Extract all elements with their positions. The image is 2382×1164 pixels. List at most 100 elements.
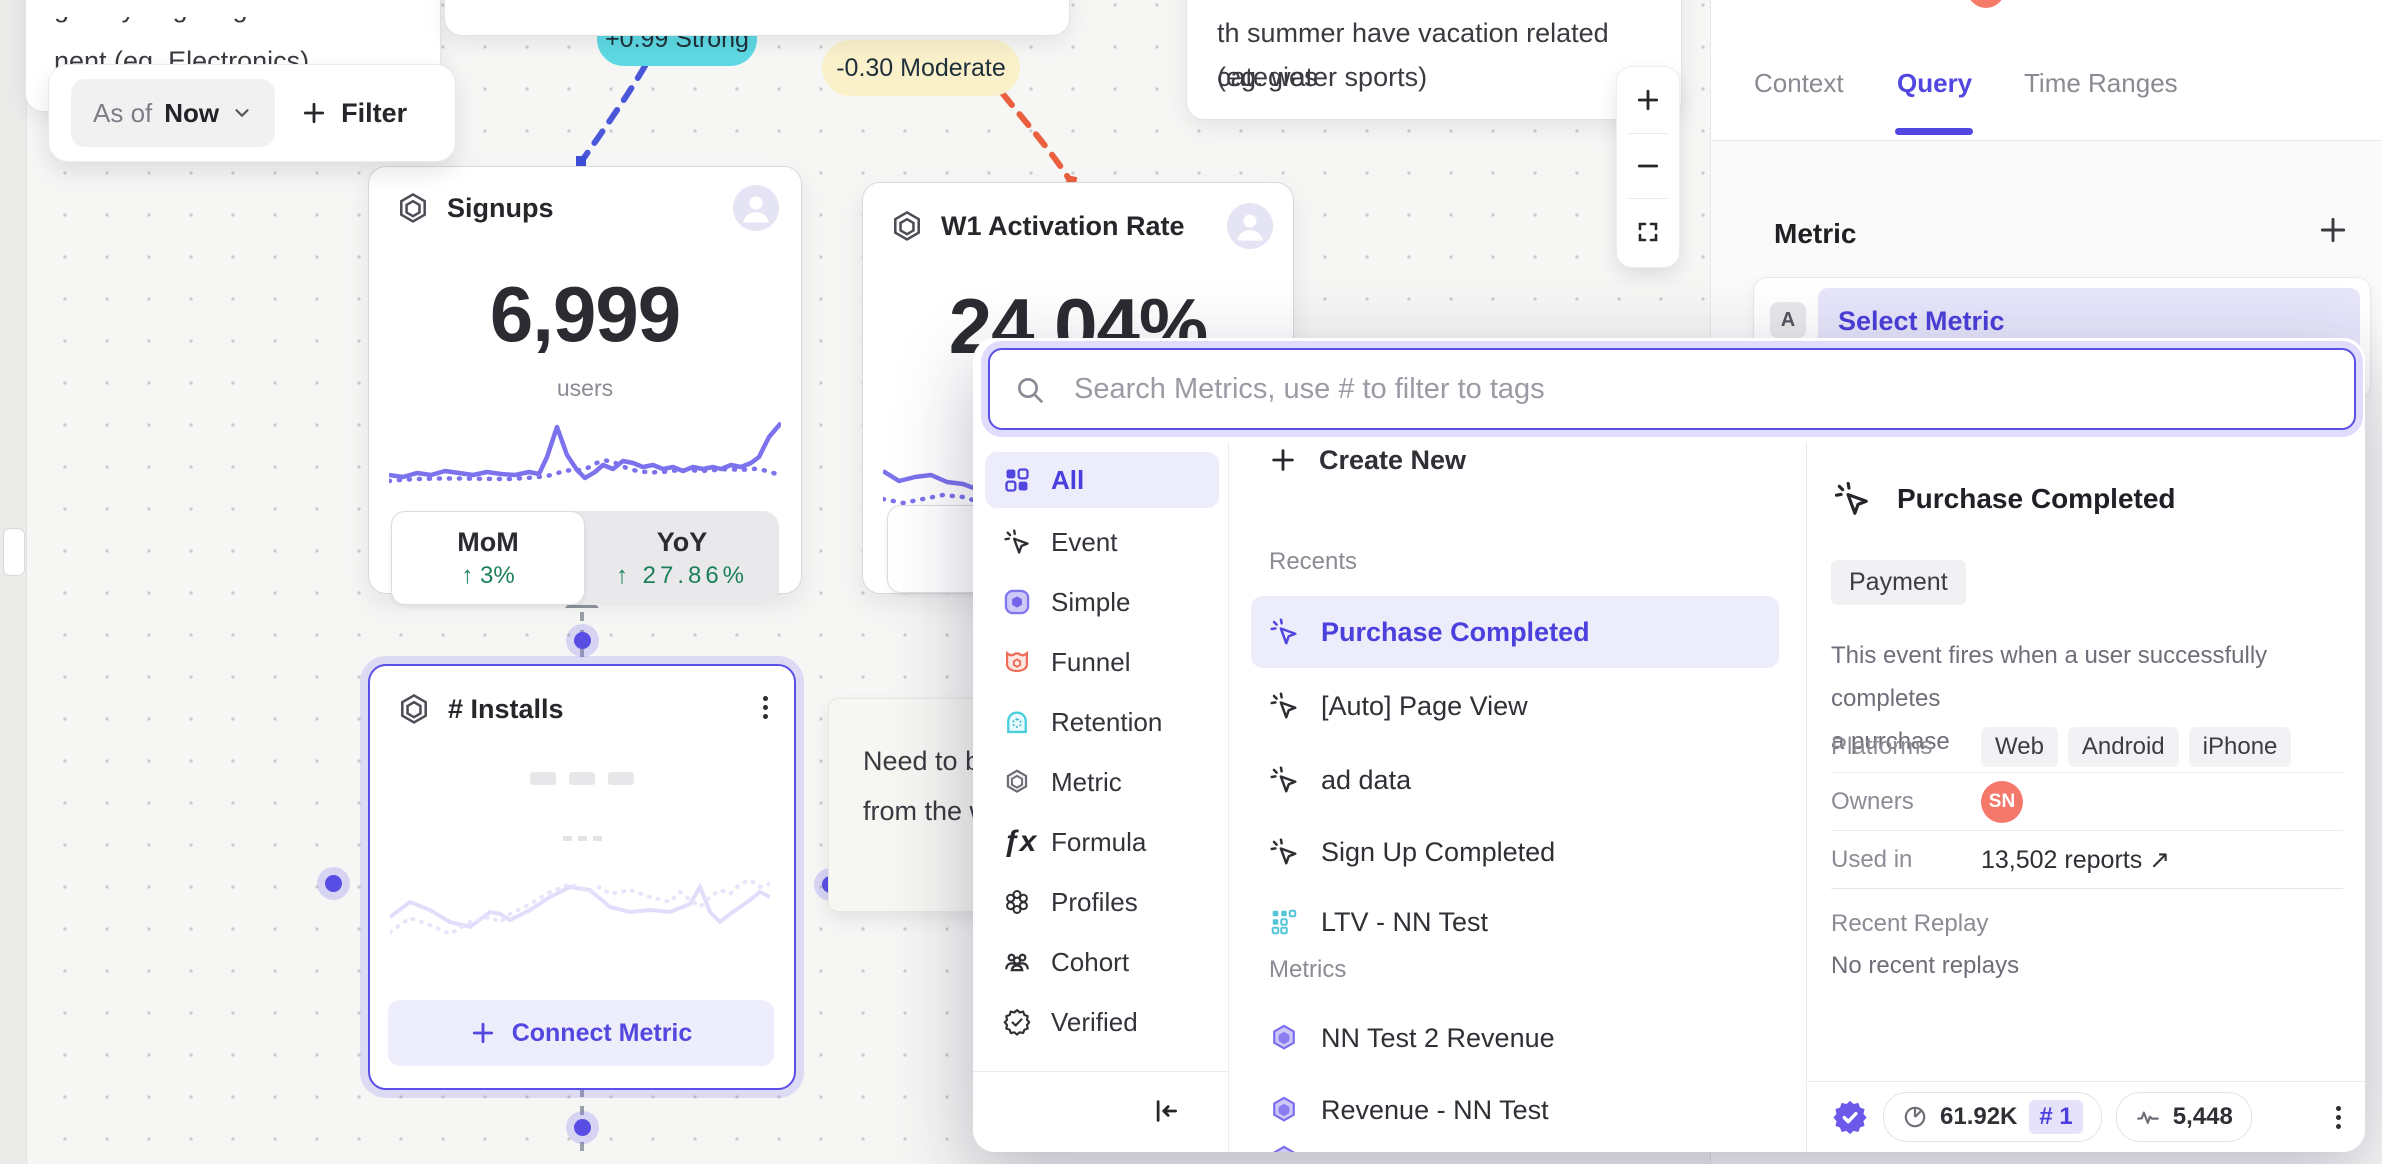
connect-metric-button[interactable]: Connect Metric (388, 1000, 774, 1066)
recent-replay-label: Recent Replay (1831, 910, 1989, 937)
verified-badge-icon (1833, 1100, 1867, 1135)
add-metric-button[interactable] (2317, 214, 2349, 251)
connect-metric-label: Connect Metric (511, 1018, 693, 1047)
metric-hexagon-icon (395, 191, 431, 227)
metric-picker-modal: All Event Simple Funnel Retention Metric (973, 338, 2365, 1152)
sticky-note-topcenter[interactable] (444, 0, 1070, 36)
pulse-icon (2136, 1111, 2159, 1124)
plus-icon (2320, 217, 2346, 243)
connector-dot[interactable] (574, 632, 591, 649)
filter-button[interactable]: Filter (301, 98, 407, 129)
detail-description: This event fires when a user successfull… (1831, 642, 2268, 755)
connector-dot[interactable] (325, 875, 342, 892)
category-simple[interactable]: Simple (985, 574, 1219, 630)
as-of-value: Now (164, 97, 220, 128)
yoy-segment[interactable]: YoY ↑ 27.86% (585, 511, 779, 605)
event-cursor-icon (1834, 481, 1868, 515)
formula-icon: ƒx (1003, 825, 1037, 858)
platform-pill: Web (1981, 727, 2058, 767)
metric-hexagon-icon (396, 692, 432, 728)
left-edge-tab[interactable] (3, 528, 25, 576)
panel-topbar (1711, 0, 2382, 37)
search-input[interactable] (988, 348, 2356, 430)
detail-row-owners: Owners SN (1831, 776, 2343, 828)
platforms-label: Platforms (1831, 733, 1933, 760)
owner-avatar[interactable]: SN (1981, 781, 2023, 823)
chevron-down-icon (235, 109, 249, 117)
category-verified[interactable]: Verified (985, 994, 1219, 1050)
result-label: [Auto] Page View (1321, 690, 1528, 721)
metric-hexagon-icon (889, 209, 925, 245)
activity-pill[interactable]: 5,448 (2115, 1092, 2252, 1142)
as-of-dropdown[interactable]: As of Now (71, 79, 276, 147)
category-event[interactable]: Event (985, 514, 1219, 570)
used-in-label: Used in (1831, 846, 1913, 873)
metric-card-installs[interactable]: # Installs Connect Metric (368, 664, 796, 1090)
event-volume-pill[interactable]: 61.92K # 1 (1883, 1092, 2102, 1142)
category-retention[interactable]: Retention (985, 694, 1219, 750)
kebab-menu-icon[interactable] (763, 692, 768, 723)
create-new-button[interactable]: Create New (1251, 434, 1779, 486)
platform-pill: iPhone (2188, 727, 2292, 767)
ltv-grid-icon (1271, 909, 1297, 935)
correlation-badge-moderate[interactable]: -0.30 Moderate (822, 40, 1020, 96)
metric-card-signups[interactable]: Signups 6,999 users MoM ↑ 3% YoY ↑ 27.86… (368, 166, 802, 605)
event-cursor-icon (1004, 529, 1029, 554)
detail-footer: 61.92K # 1 5,448 (1807, 1081, 2365, 1152)
grid-icon (1005, 468, 1029, 492)
value-placeholder (370, 772, 794, 785)
divider (1228, 442, 1229, 1152)
category-all[interactable]: All (985, 452, 1219, 508)
event-cursor-icon (1270, 618, 1297, 645)
connector-dot[interactable] (574, 1119, 591, 1136)
category-metric[interactable]: Metric (985, 754, 1219, 810)
simple-icon (1004, 589, 1030, 615)
mom-segment[interactable]: MoM ↑ 3% (391, 511, 585, 605)
plus-icon (1272, 449, 1294, 471)
kebab-menu-icon[interactable] (2336, 1102, 2341, 1133)
yoy-change: ↑ 27.86% (615, 561, 749, 589)
categories-footer (973, 1071, 1228, 1152)
tab-time-ranges[interactable]: Time Ranges (2024, 68, 2178, 98)
tab-context[interactable]: Context (1754, 68, 1844, 98)
category-formula[interactable]: ƒx Formula (985, 814, 1219, 870)
category-funnel[interactable]: Funnel (985, 634, 1219, 690)
category-cohort[interactable]: Cohort (985, 934, 1219, 990)
metric-hexagon-icon (1273, 1096, 1295, 1122)
zoom-out-button[interactable] (1617, 134, 1679, 198)
result-item-purchase-completed[interactable]: Purchase Completed (1251, 596, 1779, 668)
detail-title: Purchase Completed (1897, 483, 2176, 514)
clause-letter-badge: A (1770, 302, 1806, 338)
fullscreen-button[interactable] (1617, 199, 1679, 265)
filter-label: Filter (341, 97, 408, 128)
search-icon (1018, 378, 1043, 403)
avatar (1967, 0, 2005, 8)
comparison-toggle: MoM ↑ 3% YoY ↑ 27.86% (391, 511, 779, 605)
detail-tag[interactable]: Payment (1831, 560, 1966, 605)
sticky-note-clipped-line: g y g g (54, 17, 394, 31)
sticky-note-line2: (eg. water sports) (1217, 62, 1428, 92)
result-item-auto-page-view[interactable]: [Auto] Page View (1251, 674, 1779, 738)
tab-query[interactable]: Query (1897, 68, 1973, 98)
zoom-controls (1616, 66, 1680, 268)
category-label: Profiles (1051, 886, 1138, 917)
mom-label: MoM (457, 526, 519, 557)
result-item-ad-data[interactable]: ad data (1251, 748, 1779, 812)
metric-hexagon-icon (1273, 1024, 1295, 1050)
divider (1806, 442, 1807, 1152)
result-item-nn-test-2-revenue[interactable]: NN Test 2 Revenue (1251, 1006, 1779, 1070)
sticky-note-topright[interactable]: th summer have vacation related categies… (1186, 0, 1682, 120)
zoom-in-button[interactable] (1617, 67, 1679, 133)
metrics-section-label: Metrics (1269, 956, 1347, 983)
category-profiles[interactable]: Profiles (985, 874, 1219, 930)
result-item-revenue-nn-test[interactable]: Revenue - NN Test (1251, 1078, 1779, 1142)
result-item-sign-up-completed[interactable]: Sign Up Completed (1251, 820, 1779, 884)
sticky-note-line1: th summer have vacation related categies (1217, 18, 1609, 92)
metric-unit: users (556, 375, 614, 401)
used-in-link[interactable]: 13,502 reports ↗ (1981, 846, 2171, 874)
event-volume: 61.92K (1940, 1103, 2018, 1130)
result-item-ltv-nn-test[interactable]: LTV - NN Test (1251, 890, 1779, 954)
minus-icon (1637, 164, 1659, 168)
collapse-sidebar-icon[interactable] (1150, 1096, 1180, 1126)
metric-hexagon-icon (1006, 769, 1028, 793)
